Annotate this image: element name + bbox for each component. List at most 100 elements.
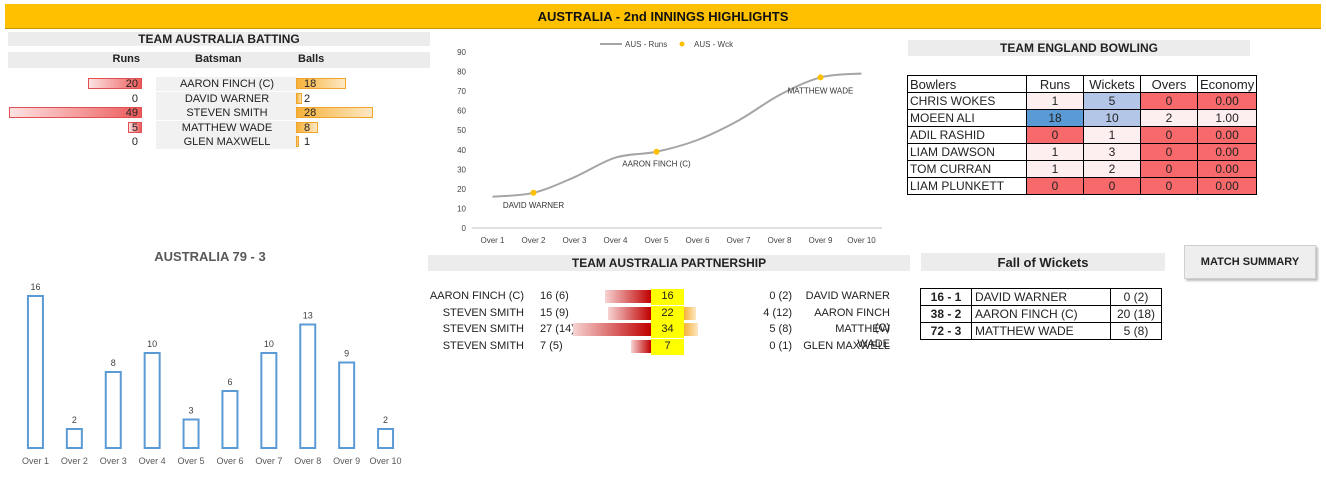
partnership-left-score: 27 (14): [540, 323, 575, 335]
match-summary-button[interactable]: MATCH SUMMARY: [1184, 245, 1316, 279]
bar-category-label: Over 5: [178, 456, 205, 466]
fall-of-wicket-row: 38 - 2 AARON FINCH (C) 20 (18): [920, 305, 1162, 323]
bowler-name: CHRIS WOKES: [907, 92, 1027, 110]
bowler-economy: 0.00: [1196, 126, 1258, 144]
balls-bar: [296, 78, 346, 89]
fall-of-wickets-header: Fall of Wickets: [921, 253, 1165, 271]
over-runs-bar: [260, 352, 278, 449]
bowling-row: CHRIS WOKES 1 5 0 0.00: [907, 92, 1258, 110]
over-runs-bar: [104, 371, 122, 449]
y-tick-label: 90: [457, 48, 466, 57]
bar-value-label: 8: [111, 358, 116, 368]
y-tick-label: 30: [457, 165, 466, 174]
bar-category-label: Over 4: [139, 456, 166, 466]
partnership-left-bar: [607, 306, 651, 320]
bowler-overs: 0: [1140, 126, 1198, 144]
batsman-balls: 18: [304, 78, 317, 90]
bowler-overs: 0: [1140, 160, 1198, 178]
x-tick-label: Over 6: [685, 236, 710, 245]
bowler-wickets: 0: [1083, 177, 1141, 195]
bowling-table: Bowlers Runs Wickets Overs Economy CHRIS…: [907, 75, 1258, 195]
legend-wickets-label: AUS - Wck: [694, 40, 734, 49]
batting-column-header-row: Runs Batsman Balls: [8, 52, 430, 68]
bar-value-label: 3: [189, 406, 194, 416]
batsman-runs: 20: [125, 78, 138, 90]
bowler-overs: 2: [1140, 109, 1198, 127]
bar-value-label: 9: [344, 349, 349, 359]
batsman-balls: 1: [304, 136, 311, 148]
partnership-right-bar: [684, 306, 696, 320]
bowler-runs: 0: [1026, 177, 1084, 195]
fall-of-wicket-row: 16 - 1 DAVID WARNER 0 (2): [920, 288, 1162, 306]
bowler-wickets: 1: [1083, 126, 1141, 144]
bowler-wickets: 2: [1083, 160, 1141, 178]
wicket-point: [530, 189, 537, 196]
wicket-score: 16 - 1: [920, 288, 972, 306]
batting-row: 0 DAVID WARNER 2: [8, 91, 430, 106]
wicket-batsman-score: 20 (18): [1110, 305, 1162, 323]
bowling-row: TOM CURRAN 1 2 0 0.00: [907, 160, 1258, 178]
partnership-right-batsman: MATTHEW WADE: [835, 323, 890, 350]
legend-runs-label: AUS - Runs: [625, 40, 667, 49]
balls-bar: [296, 107, 373, 118]
bowler-runs: 1: [1026, 160, 1084, 178]
x-tick-label: Over 5: [644, 236, 669, 245]
batting-row: 5 MATTHEW WADE 8: [8, 120, 430, 135]
over-runs-bar: [182, 418, 200, 449]
partnership-total: 7: [651, 338, 684, 355]
x-tick-label: Over 10: [847, 236, 876, 245]
batsman-runs: 5: [131, 121, 138, 134]
batsman-balls: 8: [304, 121, 311, 134]
x-tick-label: Over 3: [562, 236, 587, 245]
runs-bar: [128, 121, 142, 133]
batsman-balls: 28: [304, 107, 317, 119]
y-tick-label: 20: [457, 185, 466, 194]
over-runs-bar: [221, 390, 239, 449]
wicket-point: [653, 148, 660, 155]
over-runs-bar: [299, 323, 317, 449]
partnership-total: 34: [651, 322, 684, 338]
bar-category-label: Over 8: [294, 456, 321, 466]
bowler-runs: 0: [1026, 126, 1084, 144]
wicket-batsman: MATTHEW WADE: [971, 322, 1111, 340]
bowler-economy: 0.00: [1196, 177, 1258, 195]
x-tick-label: Over 4: [603, 236, 628, 245]
bowling-table-header-row: Bowlers Runs Wickets Overs Economy: [907, 75, 1258, 93]
partnership-left-batsman: STEVEN SMITH: [442, 323, 524, 335]
col-bowlers: Bowlers: [907, 75, 1027, 93]
bowler-overs: 0: [1140, 92, 1198, 110]
bowling-row: LIAM DAWSON 1 3 0 0.00: [907, 143, 1258, 161]
over-runs-bar: [65, 428, 83, 449]
partnership-left-batsman: STEVEN SMITH: [442, 339, 524, 352]
bowling-row: ADIL RASHID 0 1 0 0.00: [907, 126, 1258, 144]
bowler-overs: 0: [1140, 143, 1198, 161]
wicket-point-label: DAVID WARNER: [503, 201, 565, 210]
x-tick-label: Over 7: [726, 236, 751, 245]
partnership-left-batsman: STEVEN SMITH: [442, 306, 524, 319]
legend-wickets-swatch: [679, 41, 685, 47]
x-tick-label: Over 2: [521, 236, 546, 245]
bar-category-label: Over 2: [61, 456, 88, 466]
batsman-runs: 49: [125, 107, 138, 119]
bowler-economy: 1.00: [1196, 109, 1258, 127]
batsman-runs: 0: [131, 92, 138, 105]
balls-bar: [296, 92, 302, 104]
col-wickets: Wickets: [1083, 75, 1141, 93]
partnership-right-batsman: GLEN MAXWELL: [803, 339, 890, 352]
batting-col-balls: Balls: [298, 53, 325, 65]
bowler-runs: 1: [1026, 143, 1084, 161]
over-runs-bar: [143, 352, 161, 449]
bowler-wickets: 5: [1083, 92, 1141, 110]
bowler-name: ADIL RASHID: [907, 126, 1027, 144]
y-tick-label: 40: [457, 146, 466, 155]
batting-col-runs: Runs: [112, 53, 141, 65]
bowler-wickets: 10: [1083, 109, 1141, 127]
wicket-batsman-score: 0 (2): [1110, 288, 1162, 306]
bowler-economy: 0.00: [1196, 160, 1258, 178]
col-overs: Overs: [1140, 75, 1198, 93]
y-tick-label: 60: [457, 107, 466, 116]
partnership-right-bar: [684, 323, 699, 336]
y-tick-label: 0: [462, 224, 467, 233]
bowling-header: TEAM ENGLAND BOWLING: [908, 40, 1250, 56]
col-runs: Runs: [1026, 75, 1084, 93]
